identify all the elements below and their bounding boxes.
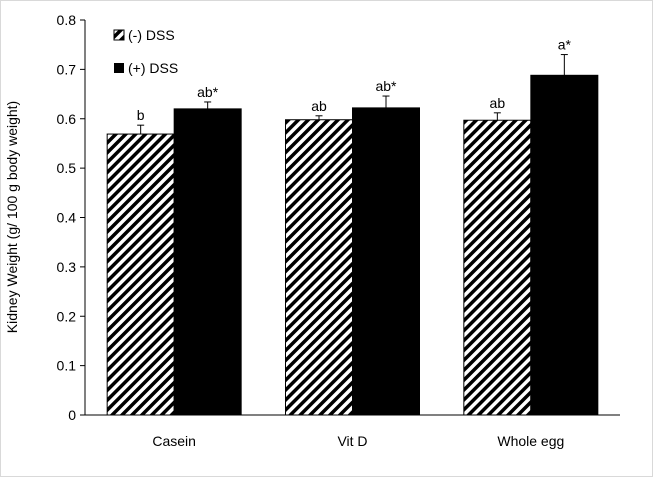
bar <box>173 108 242 416</box>
legend-swatch-minus-dss <box>113 29 125 41</box>
y-tick-label: 0.5 <box>57 160 77 176</box>
bar <box>106 133 175 416</box>
y-tick-label: 0.2 <box>57 308 77 324</box>
bar <box>352 107 420 416</box>
significance-labels-group: b ab* ab ab* ab a* <box>137 37 572 124</box>
y-tick-label: 0.6 <box>57 111 77 127</box>
y-tick-label: 0.3 <box>57 259 77 275</box>
significance-label: a* <box>558 37 572 53</box>
x-category-label: Vit D <box>337 433 367 449</box>
bars-group <box>106 74 599 416</box>
significance-label: b <box>137 107 145 123</box>
x-category-label: Whole egg <box>497 433 564 449</box>
x-category-label: Casein <box>152 433 196 449</box>
bar <box>530 74 599 416</box>
significance-label: ab <box>311 98 327 114</box>
y-axis-label: Kidney Weight (g/ 100 g body weight) <box>4 101 20 333</box>
error-bars-group <box>137 54 568 135</box>
y-axis-ticks: 0 0.1 0.2 0.3 0.4 0.5 0.6 0.7 0.8 <box>57 12 85 423</box>
legend-label-plus-dss: (+) DSS <box>128 60 178 76</box>
y-tick-label: 0.4 <box>57 210 77 226</box>
significance-label: ab <box>490 95 506 111</box>
bar <box>285 119 353 416</box>
legend-label-minus-dss: (-) DSS <box>128 27 175 43</box>
legend: (-) DSS (+) DSS <box>113 27 178 76</box>
y-tick-label: 0.8 <box>57 12 77 28</box>
y-tick-label: 0.7 <box>57 61 77 77</box>
significance-label: ab* <box>375 78 397 94</box>
significance-label: ab* <box>197 84 219 100</box>
y-tick-label: 0.1 <box>57 358 77 374</box>
x-axis-categories: Casein Vit D Whole egg <box>152 433 564 449</box>
bar <box>463 119 532 416</box>
y-tick-label: 0 <box>68 407 76 423</box>
legend-swatch-plus-dss <box>114 63 124 73</box>
